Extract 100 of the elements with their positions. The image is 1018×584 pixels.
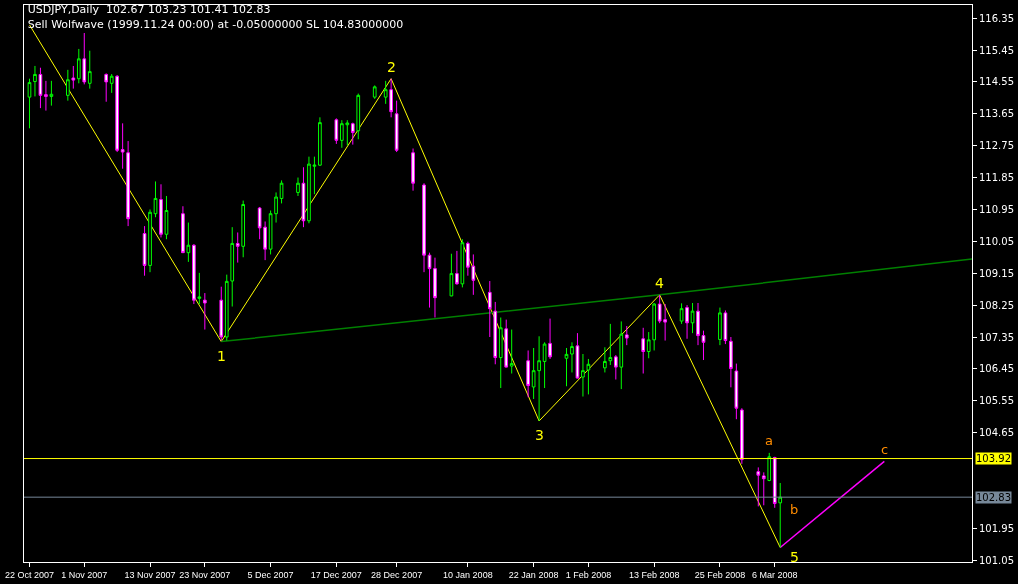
candlestick <box>575 332 580 379</box>
candlestick <box>159 183 163 238</box>
candlestick <box>109 73 114 94</box>
candlestick <box>542 341 547 389</box>
y-tick-label: 107.35 <box>979 331 1014 343</box>
candlestick <box>509 329 514 374</box>
candlestick <box>603 346 607 373</box>
candlestick <box>241 200 246 258</box>
candlestick <box>219 286 224 342</box>
y-tick-label: 101.05 <box>979 554 1014 566</box>
x-tick-label: 17 Dec 2007 <box>310 569 362 580</box>
annotation: b <box>790 502 799 517</box>
candlestick <box>729 336 733 388</box>
candlestick <box>87 50 92 90</box>
candlestick <box>235 231 240 264</box>
candlestick <box>608 323 613 366</box>
candlestick <box>723 309 728 345</box>
candlestick <box>372 84 377 100</box>
x-tick-label: 5 Dec 2007 <box>247 569 294 580</box>
candlestick <box>570 341 574 373</box>
x-tick-label: 23 Nov 2007 <box>179 569 231 580</box>
annotation: 1 <box>217 348 226 364</box>
annotation: 2 <box>387 59 396 75</box>
candlestick <box>76 48 81 84</box>
candlestick <box>772 456 777 509</box>
candlestick <box>449 253 454 297</box>
candlestick <box>350 122 355 146</box>
y-tick-label: 114.55 <box>979 76 1014 88</box>
candlestick <box>334 117 339 145</box>
candlestick <box>696 302 700 346</box>
candlestick <box>27 78 32 129</box>
candlestick <box>455 250 459 286</box>
candlestick <box>422 182 426 273</box>
candlestick <box>356 93 361 140</box>
candlestick <box>318 116 322 167</box>
candlestick <box>104 72 109 103</box>
x-tick-label: 28 Dec 2007 <box>371 569 423 580</box>
y-tick-label: 110.95 <box>979 203 1014 215</box>
candlestick <box>186 222 191 263</box>
candlestick <box>493 301 498 365</box>
x-tick-label: 22 Jan 2008 <box>508 569 559 580</box>
candlestick <box>142 225 147 277</box>
y-tick-label: 101.95 <box>979 522 1014 534</box>
candlestick <box>613 354 618 381</box>
candlestick <box>718 307 722 346</box>
y-tick-label: 110.05 <box>979 235 1014 247</box>
annotation: c <box>881 442 889 457</box>
candlestick <box>411 148 415 192</box>
x-tick-label: 1 Nov 2007 <box>61 569 108 580</box>
candlestick <box>526 349 530 398</box>
candlestick <box>197 272 202 305</box>
candlestick <box>624 325 629 346</box>
x-tick-label: 10 Jan 2008 <box>443 569 493 580</box>
candlestick <box>548 318 552 360</box>
candlestick <box>761 471 766 506</box>
candlestick <box>153 180 158 218</box>
candlestick <box>564 347 569 387</box>
candlestick <box>756 466 761 507</box>
y-tick-label: 105.55 <box>979 395 1014 407</box>
candlestick <box>296 177 300 197</box>
x-tick-label: 22 Oct 2007 <box>4 569 54 580</box>
x-tick-label: 25 Feb 2008 <box>694 569 746 580</box>
ref-line-label: 102.83 <box>976 492 1011 503</box>
candlestick <box>487 280 492 338</box>
candlestick <box>389 78 393 118</box>
candlestick <box>202 292 207 331</box>
candlestick <box>685 304 689 340</box>
candlestick <box>460 238 465 288</box>
candlestick <box>44 80 48 112</box>
y-tick-label: 115.45 <box>979 44 1014 56</box>
candlestick <box>767 452 772 482</box>
annotation: 4 <box>655 275 664 291</box>
y-tick-label: 106.45 <box>979 363 1014 375</box>
candlestick <box>740 407 744 465</box>
x-tick-label: 1 Feb 2008 <box>565 569 612 580</box>
y-tick-label: 116.35 <box>979 12 1014 24</box>
candlestick <box>192 243 196 305</box>
x-tick-label: 13 Nov 2007 <box>124 569 176 580</box>
x-tick-label: 13 Feb 2008 <box>628 569 680 580</box>
candlestick <box>641 327 646 374</box>
y-tick-label: 113.65 <box>979 108 1014 120</box>
chart-title: USDJPY,Daily 102.67 103.23 101.41 102.83 <box>27 3 271 17</box>
candlestick <box>115 74 119 153</box>
candlestick <box>778 482 783 548</box>
candlestick <box>619 320 624 390</box>
y-tick-label: 108.25 <box>979 299 1014 311</box>
candlestick <box>49 80 54 107</box>
y-tick-label: 104.65 <box>979 427 1014 439</box>
candlestick <box>734 363 739 420</box>
candlestick <box>38 67 43 109</box>
y-tick-label: 112.75 <box>979 140 1014 152</box>
candlestick <box>164 195 169 240</box>
candlestick <box>383 80 388 105</box>
y-tick-label: 109.15 <box>979 267 1014 279</box>
candlestick <box>504 319 509 368</box>
x-tick-label: 6 Mar 2008 <box>751 569 798 580</box>
candlestick <box>71 65 76 90</box>
candlestick <box>181 205 185 254</box>
candlestick <box>701 330 706 361</box>
candlestick <box>148 208 152 273</box>
